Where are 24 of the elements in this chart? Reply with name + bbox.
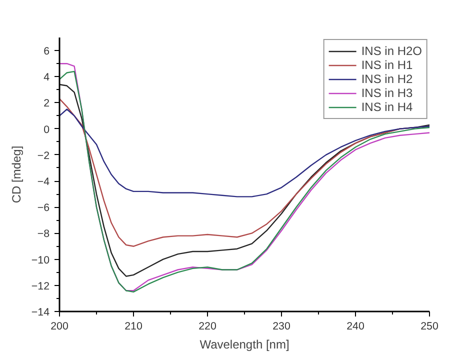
x-tick-label: 240: [346, 320, 364, 332]
y-axis-title: CD [mdeg]: [9, 146, 24, 204]
y-tick-label: −6: [37, 202, 50, 214]
x-tick-label: 210: [124, 320, 142, 332]
legend-label: INS in H2O: [361, 44, 422, 58]
y-tick-label: 2: [44, 98, 50, 110]
legend-label: INS in H1: [361, 58, 413, 72]
y-tick-label: −4: [37, 176, 50, 188]
x-tick-label: 200: [50, 320, 68, 332]
y-tick-label: 6: [44, 46, 50, 58]
y-tick-label: −8: [37, 228, 50, 240]
y-tick-label: −10: [31, 254, 50, 266]
y-tick-label: −12: [31, 280, 50, 292]
y-tick-label: −2: [37, 150, 50, 162]
x-tick-label: 220: [198, 320, 216, 332]
x-axis-title: Wavelength [nm]: [200, 338, 290, 352]
y-tick-label: 0: [44, 124, 50, 136]
legend-label: INS in H4: [361, 100, 413, 114]
y-tick-label: 4: [44, 72, 50, 84]
y-tick-label: −14: [31, 306, 50, 318]
x-tick-label: 230: [272, 320, 290, 332]
legend-label: INS in H2: [361, 72, 413, 86]
legend-label: INS in H3: [361, 86, 413, 100]
x-tick-label: 250: [420, 320, 438, 332]
